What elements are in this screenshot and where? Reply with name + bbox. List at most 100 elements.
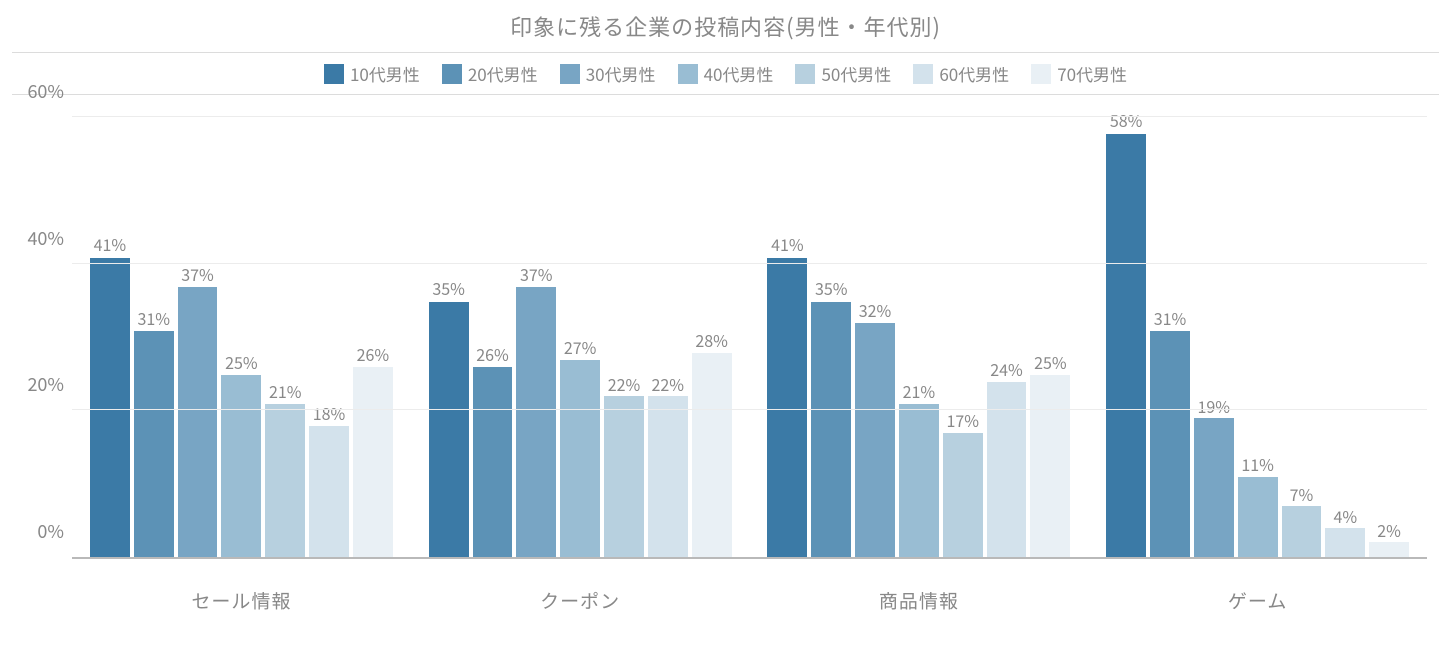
- bar-value-label: 26%: [476, 342, 509, 366]
- x-axis-label: 商品情報: [750, 579, 1089, 614]
- gridline: [72, 263, 1427, 264]
- legend-label: 50代男性: [821, 61, 891, 86]
- bar: [767, 258, 807, 557]
- y-tick-label: 40%: [12, 225, 64, 251]
- bar-group: 58%31%19%11%7%4%2%: [1088, 119, 1427, 557]
- bar: [899, 404, 939, 557]
- bar: [516, 287, 556, 557]
- legend-swatch: [913, 64, 933, 84]
- legend-swatch: [324, 64, 344, 84]
- legend-swatch: [1031, 64, 1051, 84]
- legend-item: 10代男性: [324, 61, 420, 86]
- bar: [943, 433, 983, 557]
- bar-value-label: 2%: [1377, 518, 1401, 542]
- bar: [811, 302, 851, 558]
- bar-value-label: 41%: [94, 232, 127, 256]
- gridline: [72, 409, 1427, 410]
- bar-wrap: 2%: [1369, 119, 1409, 557]
- legend-swatch: [795, 64, 815, 84]
- bar-wrap: 35%: [429, 119, 469, 557]
- bar: [473, 367, 513, 557]
- bar-value-label: 35%: [432, 276, 465, 300]
- bar: [692, 353, 732, 557]
- bar: [648, 396, 688, 557]
- legend-item: 60代男性: [913, 61, 1009, 86]
- bar-wrap: 22%: [604, 119, 644, 557]
- legend-label: 70代男性: [1057, 61, 1127, 86]
- bar: [429, 302, 469, 558]
- bar-group: 35% 26% 37% 27% 22% 22% 28%: [411, 119, 750, 557]
- bar: [987, 382, 1027, 557]
- bar-wrap: 28%: [692, 119, 732, 557]
- bar: [1369, 542, 1409, 557]
- bar: [221, 375, 261, 558]
- bar: [309, 426, 349, 557]
- bar: [1030, 375, 1070, 558]
- legend-label: 40代男性: [704, 61, 774, 86]
- bar-value-label: 41%: [771, 232, 804, 256]
- bar-wrap: 32%: [855, 119, 895, 557]
- bar: [265, 404, 305, 557]
- bar-value-label: 22%: [652, 372, 685, 396]
- bar-value-label: 22%: [608, 372, 641, 396]
- bar-value-label: 31%: [1154, 306, 1187, 330]
- bar-value-label: 27%: [564, 335, 597, 359]
- bar-wrap: 21%: [265, 119, 305, 557]
- bar-value-label: 25%: [225, 350, 258, 374]
- bar-value-label: 26%: [357, 342, 390, 366]
- bar: [1282, 506, 1322, 557]
- bar-wrap: 37%: [516, 119, 556, 557]
- bar: [560, 360, 600, 557]
- plot-area: 41% 31% 37% 25% 21% 18% 26% 35% 26% 37% 27% 22% 22% 2…: [72, 119, 1427, 559]
- legend-item: 70代男性: [1031, 61, 1127, 86]
- bar-value-label: 11%: [1241, 452, 1274, 476]
- legend-item: 20代男性: [442, 61, 538, 86]
- y-tick-label: 0%: [12, 518, 64, 544]
- bar-wrap: 22%: [648, 119, 688, 557]
- bar-value-label: 21%: [903, 379, 936, 403]
- plot: 41% 31% 37% 25% 21% 18% 26% 35% 26% 37% 27% 22% 22% 2…: [72, 99, 1427, 579]
- bar-wrap: 41%: [767, 119, 807, 557]
- bar-wrap: 21%: [899, 119, 939, 557]
- bar-value-label: 31%: [137, 306, 170, 330]
- bar-value-label: 24%: [990, 357, 1023, 381]
- bar-value-label: 28%: [695, 328, 728, 352]
- bar-wrap: 27%: [560, 119, 600, 557]
- bar-wrap: 26%: [473, 119, 513, 557]
- x-axis-label: ゲーム: [1088, 579, 1427, 614]
- bar-wrap: 19%: [1194, 119, 1234, 557]
- bar: [1325, 528, 1365, 557]
- legend-label: 20代男性: [468, 61, 538, 86]
- chart-title: 印象に残る企業の投稿内容(男性・年代別): [12, 10, 1439, 42]
- x-axis-labels: セール情報クーポン商品情報ゲーム: [72, 579, 1427, 614]
- legend-swatch: [442, 64, 462, 84]
- legend-label: 30代男性: [586, 61, 656, 86]
- bar-value-label: 7%: [1290, 482, 1314, 506]
- bar-wrap: 25%: [1030, 119, 1070, 557]
- bar-wrap: 41%: [90, 119, 130, 557]
- bar-value-label: 37%: [181, 262, 214, 286]
- legend-item: 30代男性: [560, 61, 656, 86]
- bar-value-label: 21%: [269, 379, 302, 403]
- bar-value-label: 35%: [815, 276, 848, 300]
- bar-value-label: 18%: [313, 401, 346, 425]
- gridline: [72, 116, 1427, 117]
- bar-group: 41% 31% 37% 25% 21% 18% 26%: [72, 119, 411, 557]
- y-tick-label: 20%: [12, 371, 64, 397]
- bar: [178, 287, 218, 557]
- bar-wrap: 26%: [353, 119, 393, 557]
- bar-value-label: 58%: [1110, 108, 1143, 132]
- bar-wrap: 7%: [1282, 119, 1322, 557]
- legend-item: 40代男性: [678, 61, 774, 86]
- bar: [855, 323, 895, 557]
- bar-wrap: 4%: [1325, 119, 1365, 557]
- legend-container: 10代男性 20代男性 30代男性 40代男性 50代男性 60代男性 70代男性: [12, 52, 1439, 95]
- bar: [134, 331, 174, 557]
- bar: [1194, 418, 1234, 557]
- bar-groups: 41% 31% 37% 25% 21% 18% 26% 35% 26% 37% 27% 22% 22% 2…: [72, 119, 1427, 557]
- bar-value-label: 4%: [1333, 504, 1357, 528]
- x-axis-label: クーポン: [411, 579, 750, 614]
- bar-value-label: 37%: [520, 262, 553, 286]
- legend-label: 10代男性: [350, 61, 420, 86]
- bar: [353, 367, 393, 557]
